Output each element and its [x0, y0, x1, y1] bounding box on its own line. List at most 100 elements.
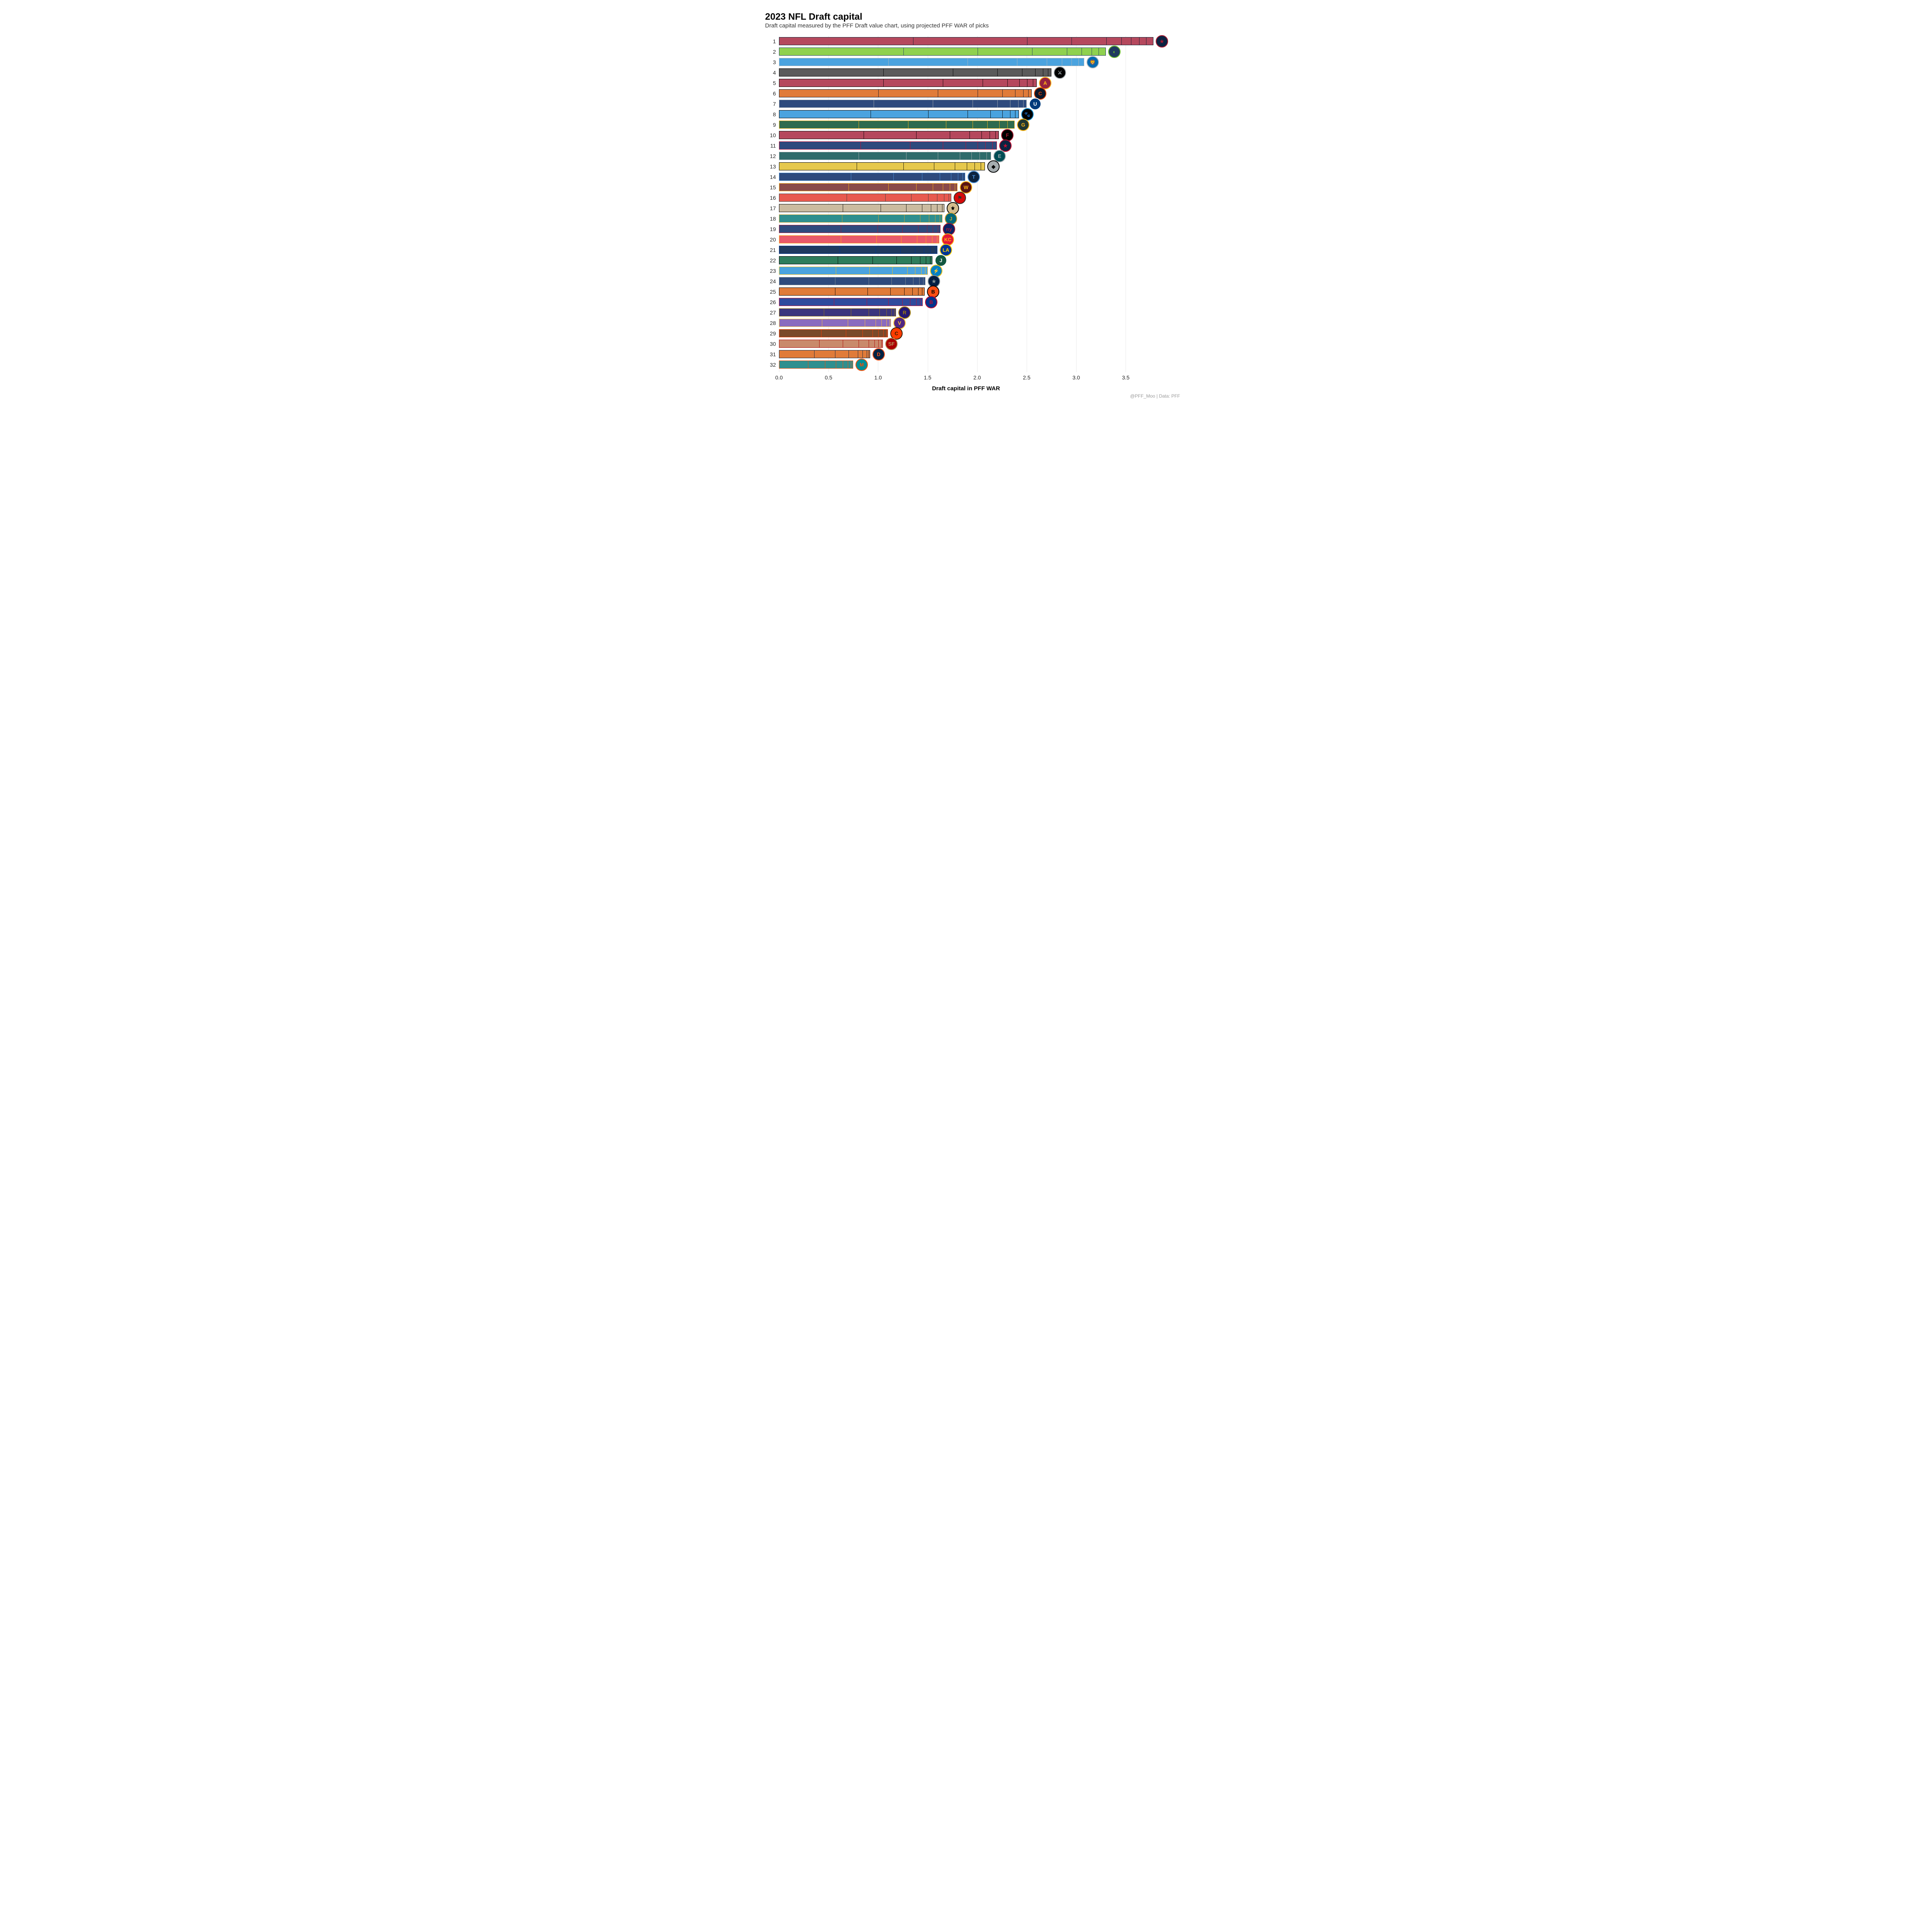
bar-segment-divider: [1019, 79, 1020, 87]
bar-segment-divider: [1007, 79, 1008, 87]
bar-segment-divider: [878, 340, 879, 347]
bar-row: 5A: [779, 79, 1165, 87]
team-logo-icon: G: [1017, 119, 1029, 131]
svg-text:⚜: ⚜: [951, 205, 955, 211]
bar-segment-divider: [1002, 111, 1003, 118]
bar-segment-divider: [911, 257, 912, 264]
team-bar: [779, 121, 1015, 129]
team-logo-icon: ◐: [1108, 46, 1121, 58]
bar-segment-divider: [896, 257, 897, 264]
rank-label: 18: [765, 216, 779, 222]
rank-label: 8: [765, 111, 779, 117]
bar-segment-divider: [995, 131, 996, 139]
team-bar: [779, 110, 1019, 118]
bar-segment-divider: [1078, 58, 1079, 66]
bar-segment-divider: [911, 194, 912, 201]
team-bar: [779, 141, 997, 150]
svg-text:◆: ◆: [991, 163, 996, 169]
rank-label: 31: [765, 351, 779, 357]
bar-segment-divider: [883, 330, 884, 337]
bar-segment-divider: [814, 350, 815, 358]
rank-label: 5: [765, 80, 779, 86]
svg-text:A: A: [1043, 80, 1047, 86]
bar-row: 14T: [779, 173, 1165, 181]
rank-label: 10: [765, 132, 779, 138]
bar-segment-divider: [886, 330, 887, 337]
bar-row: 32M: [779, 361, 1165, 369]
bar-segment-divider: [1121, 37, 1122, 45]
bar-segment-divider: [912, 288, 913, 295]
rank-label: 26: [765, 299, 779, 305]
bar-segment-divider: [992, 142, 993, 149]
bar-row: 30SF: [779, 340, 1165, 348]
bar-segment-divider: [881, 340, 882, 347]
svg-text:B: B: [929, 299, 933, 305]
rank-label: 12: [765, 153, 779, 159]
team-bar: [779, 194, 951, 202]
svg-text:J: J: [940, 257, 942, 263]
rank-label: 25: [765, 289, 779, 295]
bar-segment-divider: [881, 319, 882, 327]
rank-label: 24: [765, 278, 779, 284]
bar-segment-divider: [916, 184, 917, 191]
rank-label: 2: [765, 49, 779, 55]
team-bar: [779, 37, 1153, 45]
plot-area: 0.00.51.01.52.02.53.03.51★2◐3🦁4⚔5A6C7U8🐾…: [779, 36, 1165, 372]
team-bar: [779, 246, 937, 254]
rank-label: 28: [765, 320, 779, 326]
chart-subtitle: Draft capital measured by the PFF Draft …: [765, 22, 1167, 29]
bar-row: 2◐: [779, 48, 1165, 56]
team-bar: [779, 267, 928, 275]
x-axis-title: Draft capital in PFF WAR: [765, 385, 1167, 392]
x-tick-label: 0.0: [775, 374, 782, 381]
bar-segment-divider: [1071, 58, 1072, 66]
bar-segment-divider: [878, 90, 879, 97]
bar-segment-divider: [867, 288, 868, 295]
team-logo-icon: SF: [885, 338, 898, 350]
bar-row: 4⚔: [779, 68, 1165, 77]
svg-text:U: U: [1033, 101, 1037, 107]
team-logo-icon: ★: [1156, 35, 1168, 48]
bar-segment-divider: [928, 111, 929, 118]
svg-text:ny: ny: [946, 226, 952, 232]
x-tick-label: 1.5: [924, 374, 931, 381]
svg-text:T: T: [972, 174, 975, 180]
bar-row: 17⚜: [779, 204, 1165, 212]
bar-row: 6C: [779, 89, 1165, 97]
svg-text:★: ★: [932, 278, 937, 284]
rank-label: 27: [765, 310, 779, 316]
svg-text:⚔: ⚔: [1058, 70, 1062, 75]
rank-label: 17: [765, 205, 779, 211]
svg-text:SF: SF: [888, 341, 895, 347]
team-bar: [779, 329, 888, 337]
rank-label: 6: [765, 90, 779, 97]
svg-text:LA: LA: [943, 247, 950, 253]
team-bar: [779, 48, 1106, 56]
bar-segment-divider: [894, 309, 895, 316]
bar-segment-divider: [902, 225, 903, 233]
svg-text:★: ★: [1003, 143, 1008, 148]
rank-label: 32: [765, 362, 779, 368]
bar-row: 27R: [779, 308, 1165, 316]
svg-text:B: B: [931, 289, 935, 294]
bar-segment-divider: [889, 319, 890, 327]
bar-segment-divider: [919, 277, 920, 285]
bar-row: 15W: [779, 183, 1165, 191]
team-bar: [779, 68, 1051, 77]
team-bar: [779, 152, 991, 160]
bar-segment-divider: [885, 194, 886, 201]
bar-segment-divider: [971, 152, 972, 160]
team-bar: [779, 89, 1032, 97]
team-bar: [779, 340, 883, 348]
rank-label: 15: [765, 184, 779, 190]
bar-row: 11★: [779, 141, 1165, 150]
bar-segment-divider: [1106, 37, 1107, 45]
svg-text:W: W: [963, 184, 968, 190]
bar-row: 9G: [779, 121, 1165, 129]
bar-segment-divider: [987, 121, 988, 128]
bar-segment-divider: [878, 330, 879, 337]
bar-row: 24★: [779, 277, 1165, 285]
x-tick-label: 2.5: [1023, 374, 1030, 381]
svg-text:🦁: 🦁: [1090, 59, 1096, 65]
rank-label: 30: [765, 341, 779, 347]
